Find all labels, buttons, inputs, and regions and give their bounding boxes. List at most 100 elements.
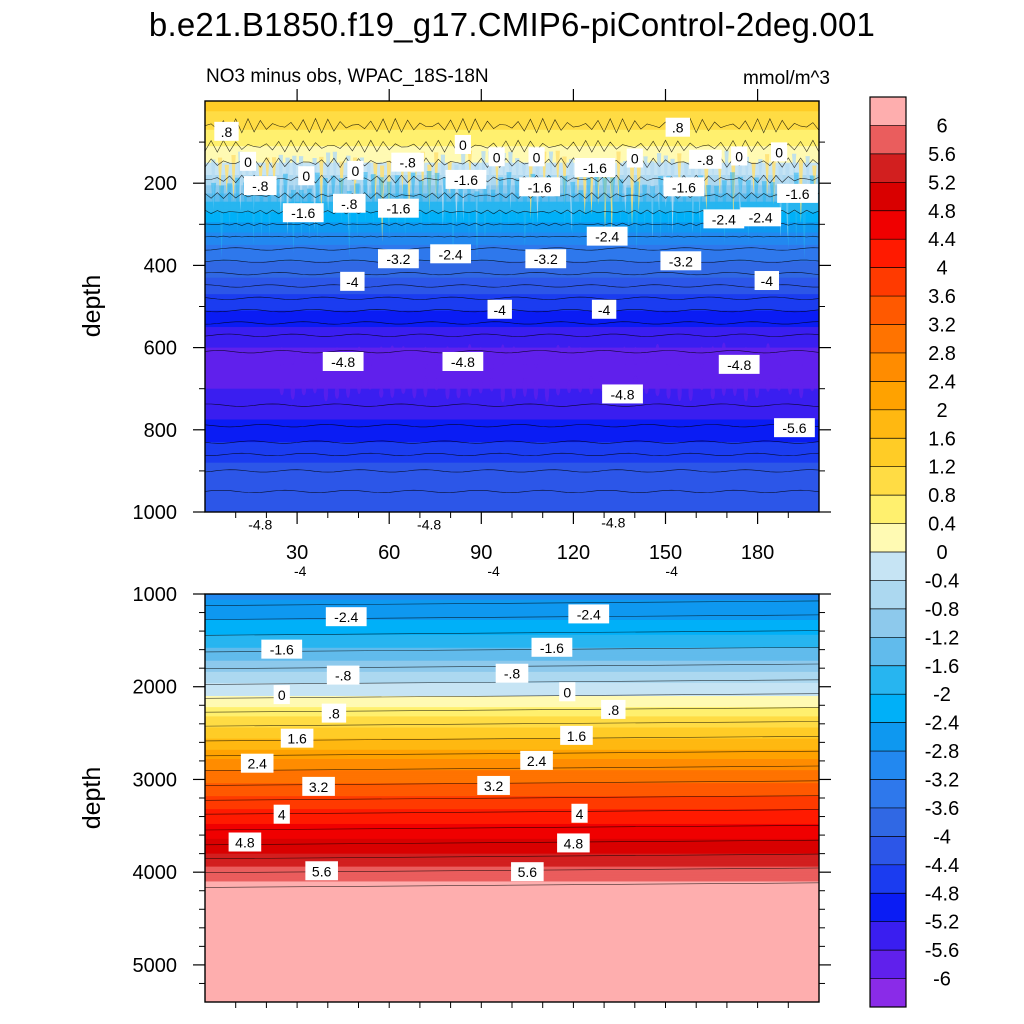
- field-band: [205, 775, 819, 779]
- field-band: [205, 507, 819, 511]
- field-band: [205, 634, 819, 638]
- field-band: [205, 736, 819, 740]
- field-band: [205, 757, 819, 760]
- contour-label-box: [378, 198, 419, 218]
- surface-spike: [231, 154, 236, 202]
- contour-label: -4.8: [408, 514, 450, 534]
- contour-label-box: [525, 249, 567, 269]
- contour-label: 0: [626, 148, 643, 168]
- field-band: [205, 333, 819, 336]
- subsurface-spike: [658, 176, 664, 242]
- field-band: [205, 892, 819, 896]
- field-band: [205, 248, 819, 252]
- field-band: [205, 462, 819, 466]
- field-band: [205, 951, 819, 955]
- field-band: [205, 199, 819, 203]
- colorbar-swatch: [870, 182, 906, 212]
- field-band: [205, 842, 819, 845]
- field-band: [205, 370, 819, 373]
- field-band: [205, 833, 819, 836]
- field-band: [205, 1000, 819, 1002]
- contour-label-box: [240, 753, 274, 773]
- min-blob: [611, 349, 616, 364]
- contour-label-box: [487, 299, 512, 319]
- field-band: [205, 638, 819, 641]
- field-band: [205, 907, 819, 910]
- min-blob: [489, 377, 494, 392]
- contour-label-text: -4.8: [331, 354, 355, 370]
- y-tick-label: 800: [144, 420, 177, 442]
- min-blob: [434, 378, 439, 391]
- contour-label-text: 2.4: [247, 756, 267, 772]
- contour-line: [205, 882, 819, 888]
- y-tick-label: 3000: [133, 769, 178, 791]
- colorbar-swatch: [870, 210, 906, 240]
- contour-label-text: 0: [533, 149, 541, 165]
- field-band: [205, 812, 819, 816]
- field-band: [205, 816, 819, 819]
- min-blob: [544, 351, 550, 362]
- field-band: [205, 944, 819, 947]
- field-band: [205, 294, 819, 297]
- contour-label: -1.6: [663, 177, 705, 197]
- field-band: [205, 940, 819, 944]
- contour-label: 1.6: [560, 725, 593, 745]
- field-band: [205, 226, 819, 230]
- field-band: [205, 981, 819, 985]
- contour-label-box: [261, 639, 303, 659]
- field-band: [205, 125, 819, 129]
- subsurface-spike: [594, 173, 600, 211]
- field-band: [205, 359, 819, 363]
- field-band: [205, 103, 819, 106]
- surface-spike: [278, 154, 283, 216]
- contour-line: [205, 321, 819, 325]
- field-band: [205, 955, 819, 959]
- field-band: [205, 290, 819, 293]
- contour-label-text: -4.8: [248, 516, 272, 532]
- colorbar-swatch: [870, 893, 906, 923]
- contour-label-text: .8: [328, 706, 340, 722]
- min-blob: [434, 347, 439, 367]
- field-band: [205, 688, 819, 692]
- contour-label-text: -4.8: [451, 354, 475, 370]
- contour-label-box: [273, 685, 290, 705]
- contour-line: [205, 825, 819, 831]
- contour-label-text: -4: [294, 563, 307, 579]
- contour-label-text: -3.2: [669, 253, 693, 269]
- field-band: [205, 642, 819, 645]
- min-blob: [456, 385, 461, 399]
- contour-label-text: -1.6: [270, 642, 294, 658]
- field-band: [205, 603, 819, 606]
- contour-label: -1.6: [378, 198, 419, 218]
- field-band: [205, 742, 819, 745]
- field-band: [205, 994, 819, 998]
- field-band: [205, 977, 819, 981]
- contour-label-box: [731, 146, 748, 166]
- contour-label: 0: [298, 166, 315, 186]
- contour-label: -1.6: [519, 177, 561, 197]
- field-band: [205, 312, 819, 316]
- field-band: [205, 738, 819, 742]
- field-band: [205, 644, 819, 647]
- y-tick-label: 5000: [133, 955, 178, 977]
- field-band: [205, 712, 819, 716]
- subsurface-spike: [482, 186, 488, 242]
- colorbar-label: 6: [936, 115, 947, 137]
- subsurface-spike: [322, 177, 328, 220]
- y-tick-label: 4000: [133, 862, 178, 884]
- colorbar-label: 3.2: [928, 315, 956, 337]
- subsurface-spike: [729, 172, 735, 221]
- field-band: [205, 699, 819, 703]
- field-band: [205, 694, 819, 697]
- y-tick-label: 1000: [133, 584, 178, 606]
- colorbar-label: 0: [936, 542, 947, 564]
- field-band: [205, 292, 819, 295]
- contour-label-box: [454, 134, 471, 154]
- y-tick-label: 1000: [133, 502, 178, 524]
- subsurface-spike: [634, 181, 640, 252]
- contour-label: -4: [340, 271, 365, 291]
- x-tick-label: 60: [378, 542, 400, 564]
- field-band: [205, 618, 819, 621]
- subsurface-spike: [434, 172, 440, 207]
- field-band: [205, 898, 819, 901]
